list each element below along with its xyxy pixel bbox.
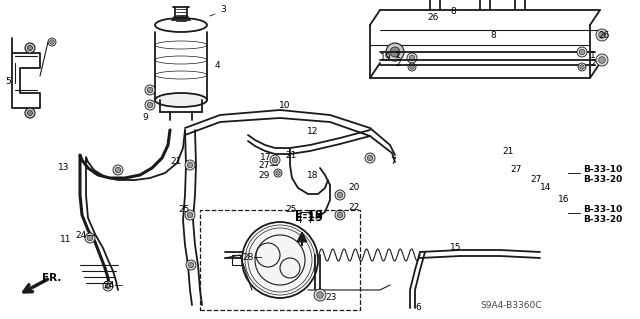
Text: 19: 19 <box>380 54 392 63</box>
Text: 24—: 24— <box>103 280 124 290</box>
Circle shape <box>48 38 56 46</box>
Circle shape <box>188 212 193 218</box>
Circle shape <box>113 165 123 175</box>
Circle shape <box>145 85 155 95</box>
Text: 16: 16 <box>558 196 570 204</box>
Circle shape <box>25 43 35 53</box>
Text: 7: 7 <box>390 158 396 167</box>
Circle shape <box>596 54 608 66</box>
Circle shape <box>317 292 323 298</box>
Circle shape <box>407 53 417 63</box>
Text: 21: 21 <box>170 158 181 167</box>
Text: 2: 2 <box>395 58 401 68</box>
Text: 3: 3 <box>220 5 226 14</box>
Text: 18: 18 <box>307 170 319 180</box>
Circle shape <box>276 171 280 175</box>
Circle shape <box>314 289 326 301</box>
Circle shape <box>103 281 113 291</box>
Text: 1: 1 <box>395 50 401 60</box>
Circle shape <box>186 260 196 270</box>
Circle shape <box>580 65 584 69</box>
Circle shape <box>578 63 586 71</box>
Ellipse shape <box>155 93 207 107</box>
Text: 24—: 24— <box>75 231 95 240</box>
Circle shape <box>87 235 93 241</box>
Text: 2: 2 <box>590 58 596 68</box>
Circle shape <box>28 46 33 50</box>
Circle shape <box>85 233 95 243</box>
Circle shape <box>28 110 33 115</box>
Circle shape <box>188 162 193 168</box>
Text: FR.: FR. <box>42 273 61 283</box>
Text: 25: 25 <box>285 205 296 214</box>
Circle shape <box>596 29 608 41</box>
Circle shape <box>367 155 372 161</box>
Circle shape <box>577 47 587 57</box>
Circle shape <box>598 57 605 63</box>
Text: B-33-20: B-33-20 <box>583 175 622 184</box>
Text: E-19: E-19 <box>295 213 323 223</box>
Circle shape <box>185 160 195 170</box>
Text: 26: 26 <box>598 31 609 40</box>
Text: 23: 23 <box>325 293 337 302</box>
Text: 27—: 27— <box>258 160 278 169</box>
Circle shape <box>335 190 345 200</box>
Text: 20: 20 <box>348 183 360 192</box>
Bar <box>200 210 360 310</box>
Text: B-33-10: B-33-10 <box>583 166 622 174</box>
Text: S9A4-B3360C: S9A4-B3360C <box>480 300 541 309</box>
Text: 13: 13 <box>58 164 70 173</box>
Text: 8: 8 <box>450 8 456 17</box>
Text: 12: 12 <box>307 128 318 137</box>
Text: 17: 17 <box>260 153 271 162</box>
Text: E-19: E-19 <box>295 210 323 220</box>
Circle shape <box>335 210 345 220</box>
Text: 6: 6 <box>415 303 420 313</box>
Text: 15: 15 <box>450 243 461 253</box>
Text: 1: 1 <box>590 50 596 60</box>
Text: 14: 14 <box>540 183 552 192</box>
Text: B-33-10: B-33-10 <box>583 205 622 214</box>
Circle shape <box>115 167 121 173</box>
Text: 21: 21 <box>285 151 296 160</box>
Text: B-33-20: B-33-20 <box>583 216 622 225</box>
Text: 27: 27 <box>530 175 541 184</box>
Text: 4: 4 <box>215 61 221 70</box>
Text: 22: 22 <box>348 204 359 212</box>
Circle shape <box>272 157 278 163</box>
Text: 26: 26 <box>427 13 438 23</box>
Text: 25: 25 <box>178 205 189 214</box>
Circle shape <box>25 108 35 118</box>
Text: 28—: 28— <box>242 254 262 263</box>
Text: 9: 9 <box>142 114 148 122</box>
Circle shape <box>579 49 585 55</box>
Circle shape <box>147 102 153 108</box>
Circle shape <box>105 283 111 289</box>
Circle shape <box>337 192 343 198</box>
Circle shape <box>185 210 195 220</box>
Circle shape <box>270 155 280 165</box>
Circle shape <box>409 55 415 61</box>
Text: 29: 29 <box>258 170 269 180</box>
Circle shape <box>242 222 318 298</box>
Text: 10: 10 <box>279 100 291 109</box>
Circle shape <box>274 169 282 177</box>
Circle shape <box>408 63 416 71</box>
Text: 27: 27 <box>510 166 522 174</box>
Text: 21: 21 <box>502 147 513 157</box>
Text: 8: 8 <box>490 31 496 40</box>
Text: 5: 5 <box>5 78 11 86</box>
Circle shape <box>365 153 375 163</box>
Circle shape <box>145 100 155 110</box>
Circle shape <box>50 40 54 44</box>
Circle shape <box>598 32 605 38</box>
Circle shape <box>188 262 194 268</box>
Circle shape <box>410 65 414 69</box>
Text: 11: 11 <box>60 235 72 244</box>
Circle shape <box>390 47 400 57</box>
Circle shape <box>386 43 404 61</box>
Circle shape <box>337 212 343 218</box>
Circle shape <box>147 87 153 93</box>
